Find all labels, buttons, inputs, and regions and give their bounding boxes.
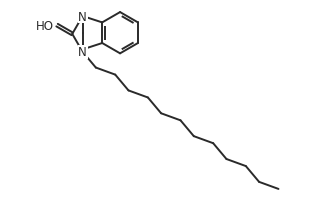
Text: N: N	[78, 11, 87, 23]
Text: N: N	[78, 46, 87, 59]
Text: HO: HO	[36, 20, 54, 33]
